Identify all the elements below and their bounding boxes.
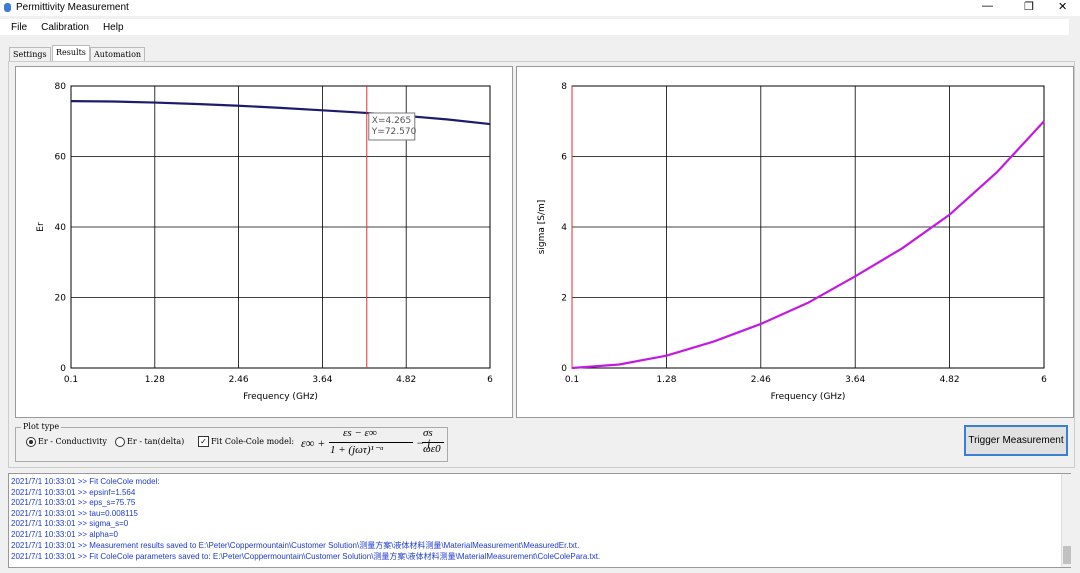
radio[interactable]	[26, 437, 36, 447]
x-tick-label: 0.1	[565, 375, 579, 385]
y-tick-label: 20	[55, 294, 67, 304]
y-tick-label: 6	[561, 153, 567, 163]
log-line: 2021/7/1 10:33:01 >> sigma_s=0	[11, 519, 129, 528]
cursor-x-label: X=4.265	[372, 116, 411, 126]
cursor-tooltip	[368, 112, 416, 141]
plot-area	[70, 85, 491, 369]
scroll-thumb[interactable]	[1063, 546, 1071, 564]
log-line: 2021/7/1 10:33:01 >> epsinf=1.564	[11, 487, 136, 497]
trigger-button[interactable]: Trigger Measurement	[964, 425, 1068, 456]
app-icon	[4, 3, 11, 12]
formula: 1 + (jωτ)¹⁻ᵅ	[330, 444, 384, 456]
formula: − j	[416, 436, 431, 450]
x-axis-label: Frequency (GHz)	[243, 392, 318, 402]
radio-label[interactable]: Er - Conductivity	[38, 437, 107, 446]
close[interactable]: ✕	[1058, 1, 1068, 13]
checkbox-label[interactable]: Fit Cole-Cole model:	[211, 437, 295, 446]
y-tick-label: 60	[55, 153, 67, 163]
restore[interactable]: ❐	[1024, 1, 1034, 13]
menu-item[interactable]: Help	[102, 22, 124, 33]
tab-active[interactable]: Results	[52, 45, 90, 61]
log-line: 2021/7/1 10:33:01 >> Measurement results…	[11, 541, 580, 550]
menu-bar: File Calibration Help	[0, 19, 1069, 35]
x-tick-label: 1.28	[656, 375, 676, 385]
y-tick-label: 80	[55, 82, 67, 92]
log-line: 2021/7/1 10:33:01 >> Fit ColeCole parame…	[11, 551, 601, 561]
group-title: Plot type	[21, 422, 62, 431]
x-tick-label: 3.64	[312, 375, 332, 385]
radio[interactable]	[115, 437, 125, 447]
minimize[interactable]: —	[982, 0, 993, 12]
fraction-bar	[422, 442, 444, 443]
y-axis-label: Er	[36, 222, 46, 232]
y-tick-label: 0	[561, 364, 567, 374]
y-axis-label: sigma [S/m]	[537, 200, 547, 255]
plot-type-group: Plot type Er - Conductivity Er - tan(del…	[15, 422, 448, 462]
cursor-y-label: Y=72.570	[371, 127, 417, 137]
formula: σs	[423, 427, 433, 439]
data-line	[70, 100, 491, 126]
log-box: 2021/7/1 10:33:01 >> Fit ColeCole model:…	[8, 473, 1071, 568]
x-tick-label: 6	[1041, 375, 1047, 385]
formula: ωε0	[423, 443, 441, 455]
radio-label[interactable]: Er - tan(delta)	[127, 437, 185, 446]
chart-panel	[516, 66, 1074, 418]
x-axis-label: Frequency (GHz)	[771, 392, 846, 402]
x-tick-label: 3.64	[845, 375, 865, 385]
log-line: 2021/7/1 10:33:01 >> alpha=0	[11, 529, 118, 539]
chart-panel	[15, 66, 513, 418]
log-line: 2021/7/1 10:33:01 >> eps_s=75.75	[11, 498, 136, 507]
log-line: 2021/7/1 10:33:01 >> Fit ColeCole model:	[11, 477, 160, 486]
menu-item[interactable]: File	[11, 22, 28, 33]
menu-item[interactable]: Calibration	[41, 22, 89, 33]
checkbox[interactable]: ✓	[198, 436, 209, 447]
x-tick-label: 2.46	[229, 375, 249, 385]
y-tick-label: 40	[55, 223, 67, 233]
fraction-bar	[329, 442, 413, 443]
x-tick-label: 0.1	[64, 375, 78, 385]
window-title: Permittivity Measurement	[16, 2, 129, 13]
log-line: 2021/7/1 10:33:01 >> tau=0.008115	[11, 508, 138, 518]
y-tick-label: 4	[561, 223, 567, 233]
y-tick-label: 2	[561, 294, 567, 304]
x-tick-label: 4.82	[940, 375, 960, 385]
x-tick-label: 1.28	[145, 375, 165, 385]
x-tick-label: 4.82	[396, 375, 416, 385]
data-line	[571, 120, 1045, 370]
x-tick-label: 6	[487, 375, 493, 385]
scrollbar[interactable]	[1061, 474, 1072, 567]
x-tick-label: 2.46	[751, 375, 771, 385]
formula: ε∞ +	[301, 436, 326, 450]
y-tick-label: 8	[561, 82, 567, 92]
title-bar: Permittivity Measurement — ❐ ✕	[0, 0, 1080, 16]
y-tick-label: 0	[60, 364, 66, 374]
formula: εs − ε∞	[343, 427, 377, 439]
